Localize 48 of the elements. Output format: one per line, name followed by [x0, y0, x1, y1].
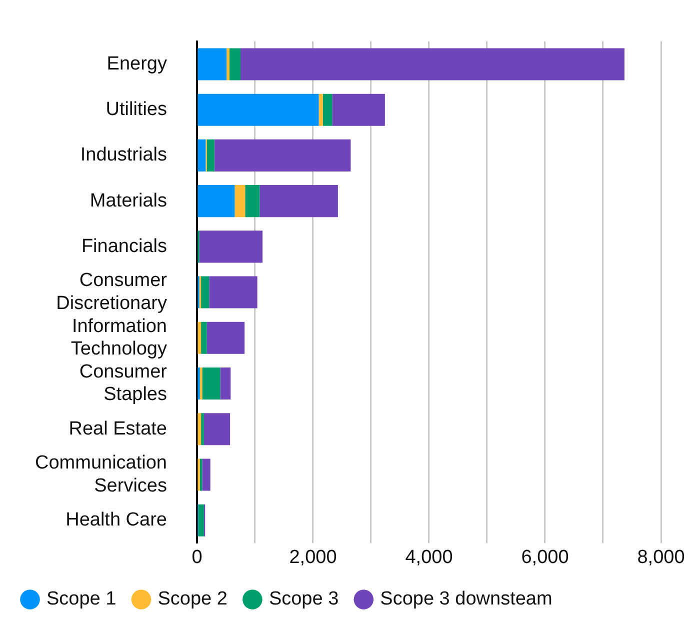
bar — [198, 94, 319, 126]
bar — [198, 48, 227, 80]
legend-label: Scope 3 — [268, 588, 339, 610]
y-tick-label: Information Technology — [70, 316, 168, 360]
bar — [198, 413, 202, 446]
bar — [226, 48, 230, 80]
bar — [245, 185, 260, 218]
bar — [229, 48, 240, 80]
bar — [201, 413, 204, 446]
x-tick-label: 8,000 — [637, 546, 685, 568]
bar — [198, 139, 206, 172]
y-tick-label: Energy — [106, 53, 168, 74]
y-tick-label: Financials — [81, 236, 167, 257]
bar — [199, 230, 263, 263]
bar — [198, 185, 235, 218]
legend-label: Scope 3 downsteam — [380, 588, 552, 610]
bar — [198, 504, 204, 536]
bar — [206, 322, 245, 354]
bar — [234, 185, 246, 218]
x-tick-label: 0 — [192, 546, 202, 568]
y-tick-label: Consumer Staples — [79, 361, 168, 406]
bar — [322, 94, 332, 126]
bar — [201, 322, 207, 354]
bar — [214, 139, 351, 172]
y-tick-label: Materials — [90, 190, 167, 212]
x-tick-label: 6,000 — [521, 546, 569, 568]
y-tick-label: Industrials — [80, 144, 167, 166]
y-tick-label: Consumer Discretionary — [56, 270, 168, 314]
bar — [201, 276, 210, 308]
y-tick-label: Health Care — [66, 510, 167, 531]
bar — [202, 368, 220, 400]
bar — [240, 48, 624, 80]
y-tick-label: Utilities — [106, 99, 167, 120]
bar — [209, 276, 258, 308]
x-tick-label: 4,000 — [405, 546, 453, 568]
y-tick-label: Communication Services — [35, 452, 167, 496]
y-tick-label: Real Estate — [68, 418, 167, 440]
bar — [206, 139, 214, 172]
bar — [204, 413, 230, 446]
bar — [260, 185, 338, 218]
bar — [318, 94, 323, 126]
x-tick-label: 2,000 — [289, 546, 337, 568]
bar — [220, 368, 231, 400]
bar — [332, 94, 385, 126]
bar — [202, 458, 210, 491]
legend-label: Scope 2 — [158, 588, 228, 610]
bar — [198, 322, 202, 354]
legend-label: Scope 1 — [46, 588, 116, 610]
